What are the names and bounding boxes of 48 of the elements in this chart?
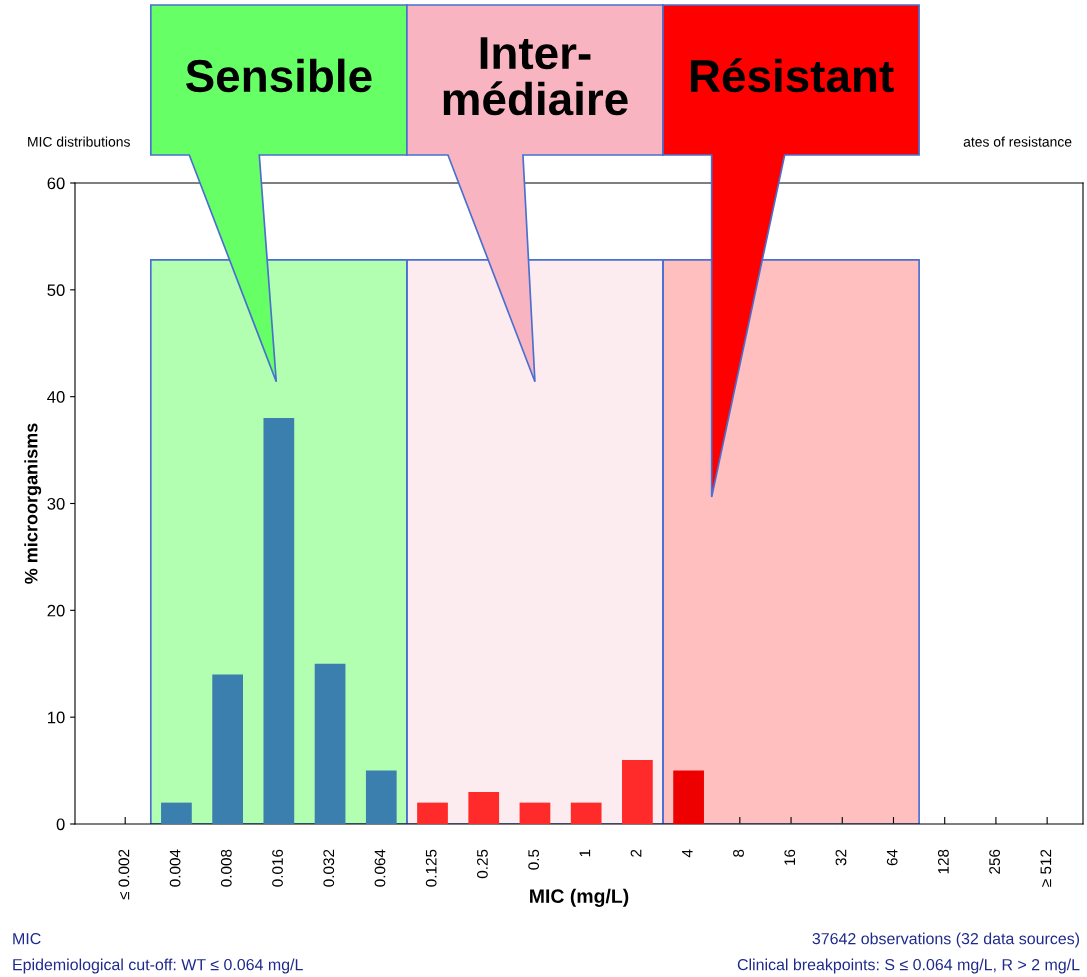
x-tick-label: 0.125 [425,849,437,887]
x-tick-label: 32 [835,849,847,866]
y-tick-label: 30 [47,497,65,510]
bar [519,802,551,824]
x-tick-label: 0.25 [477,849,488,879]
x-tick-label: 4 [682,849,693,858]
bar [417,802,448,824]
text: Clinical breakpoints: S ≤ 0.064 mg/L, R > 2 mg/L [737,958,1080,974]
x-tick-label: 256 [989,849,1001,874]
x-tick-label: 64 [886,849,898,866]
text: Epidemiological cut-off: WT ≤ 0.064 mg/L [13,958,303,974]
x-tick-label: 0.032 [323,849,335,887]
text: Inter- médiaire [443,37,628,116]
text: Résistant [690,58,894,93]
y-tick-label: 50 [47,284,65,297]
bar [468,791,500,824]
x-axis-title: MIC (mg/L) [530,888,629,907]
bar [570,802,602,824]
x-tick-label: 16 [784,849,796,865]
y-tick-label: 20 [47,604,65,617]
x-tick-label: 0.5 [528,849,540,870]
x-tick-label: 128 [937,849,949,874]
y-tick-label: 40 [47,391,65,403]
y-tick-label: 10 [48,711,65,724]
x-tick-label: 8 [733,849,744,857]
x-tick-label: 0.004 [169,849,181,887]
bar [622,759,653,824]
x-tick-label: 0.016 [272,849,283,887]
bar [161,802,192,824]
x-tick-label: ≤ 0.002 [118,849,130,900]
bar [263,418,295,824]
text: MIC [13,932,41,945]
bar [673,770,704,824]
text: ates of resistance [963,136,1072,147]
x-tick-label: 0.064 [374,849,386,887]
bar [365,770,397,824]
y-tick-label: 0 [56,818,65,831]
text: 37642 observations (32 data sources) [812,932,1080,948]
text: MIC distributions [28,136,130,147]
x-tick-label: 2 [630,849,642,857]
x-tick-label: 1 [579,849,591,857]
x-tick-label: 0.008 [220,849,232,887]
y-tick-label: 60 [47,177,65,190]
text: Sensible [185,58,372,93]
y-axis-title: % microorganisms [24,423,42,584]
bar [314,663,346,824]
x-tick-label: ≥ 512 [1040,849,1052,887]
bar [212,674,243,824]
